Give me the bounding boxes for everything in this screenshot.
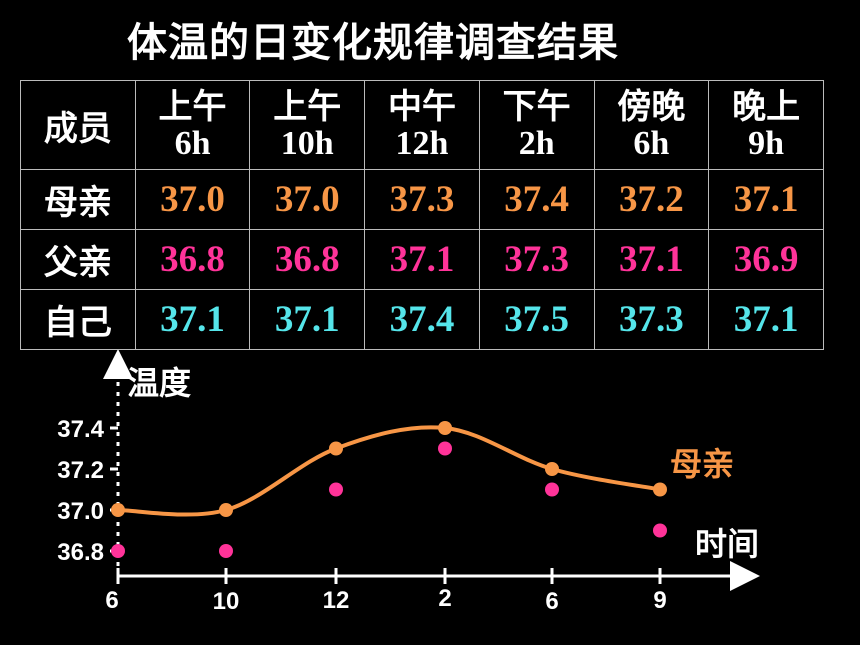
- x-tick-group: 6 10 12 2 6 9: [105, 568, 667, 615]
- table-cell: 37.1: [708, 169, 824, 230]
- table-cell: 37.3: [364, 169, 480, 230]
- mother-point: [653, 482, 667, 497]
- x-tick-label: 12: [323, 587, 350, 614]
- table-row-self: 自己 37.1 37.1 37.4 37.5 37.3 37.1: [20, 289, 824, 350]
- table-cell: 36.8: [134, 229, 251, 290]
- y-tick-label: 37.0: [57, 498, 104, 525]
- table-header-row: 成员 上午 6h 上午 10h 中午 12h 下午 2h 傍晚 6h 晚上 9h: [20, 80, 824, 170]
- y-axis-title: 温度: [127, 364, 191, 402]
- table-cell: 37.1: [249, 289, 366, 350]
- table-row-mother: 母亲 37.0 37.0 37.3 37.4 37.2 37.1: [20, 169, 824, 230]
- mother-point: [219, 503, 233, 517]
- father-point: [329, 482, 343, 497]
- x-tick-label: 9: [653, 587, 666, 614]
- mother-point: [438, 421, 452, 435]
- column-header: 上午 10h: [249, 80, 366, 170]
- temperature-chart: 温度 37.4 37.2 37.0 36.8 6 10 12 2 6 9 母亲 时间: [57, 350, 760, 615]
- table-cell: 37.5: [478, 289, 595, 350]
- column-header: 傍晚 6h: [593, 80, 710, 170]
- table-cell: 37.2: [593, 169, 710, 230]
- row-label: 父亲: [20, 229, 136, 290]
- column-header: 晚上 9h: [708, 80, 824, 170]
- y-tick-group: 37.4 37.2 37.0 36.8: [57, 416, 118, 566]
- table-cell: 37.1: [708, 289, 824, 350]
- father-point: [219, 544, 233, 558]
- column-header: 上午 6h: [134, 80, 251, 170]
- column-header: 中午 12h: [364, 80, 480, 170]
- father-point: [111, 544, 125, 558]
- table-row-father: 父亲 36.8 36.8 37.1 37.3 37.1 36.9: [20, 229, 824, 290]
- table-cell: 36.9: [708, 229, 824, 290]
- table-cell: 37.0: [134, 169, 251, 230]
- y-tick-label: 37.2: [57, 457, 104, 484]
- mother-point: [329, 441, 343, 456]
- table-cell: 37.3: [478, 229, 595, 290]
- table-cell: 37.3: [593, 289, 710, 350]
- table-cell: 37.1: [134, 289, 251, 350]
- mother-point: [545, 462, 559, 476]
- table-cell: 36.8: [249, 229, 366, 290]
- father-point: [545, 482, 559, 497]
- father-point: [653, 523, 667, 538]
- row-label: 自己: [20, 289, 136, 350]
- mother-curve: [117, 425, 661, 517]
- table-cell: 37.4: [478, 169, 595, 230]
- table-cell: 37.0: [249, 169, 366, 230]
- x-tick-label: 10: [213, 588, 240, 615]
- temperature-table: 成员 上午 6h 上午 10h 中午 12h 下午 2h 傍晚 6h 晚上 9h 母亲 37…: [20, 80, 824, 350]
- mother-legend-label: 母亲: [670, 445, 734, 483]
- column-header: 下午 2h: [478, 80, 595, 170]
- y-tick-label: 37.4: [57, 416, 104, 443]
- x-tick-label: 2: [438, 585, 451, 612]
- x-axis-annotation: 时间: [695, 525, 759, 563]
- x-tick-label: 6: [105, 587, 118, 614]
- page-title: 体温的日变化规律调查结果: [127, 20, 619, 66]
- y-tick-label: 36.8: [57, 539, 104, 566]
- row-label: 母亲: [20, 169, 136, 230]
- table-cell: 37.1: [364, 229, 480, 290]
- x-tick-label: 6: [545, 588, 558, 615]
- mother-point: [111, 503, 125, 517]
- table-corner-cell: 成员: [20, 80, 136, 170]
- father-point: [438, 441, 452, 456]
- chart-marks: [111, 421, 667, 558]
- table-cell: 37.1: [593, 229, 710, 290]
- table-cell: 37.4: [364, 289, 480, 350]
